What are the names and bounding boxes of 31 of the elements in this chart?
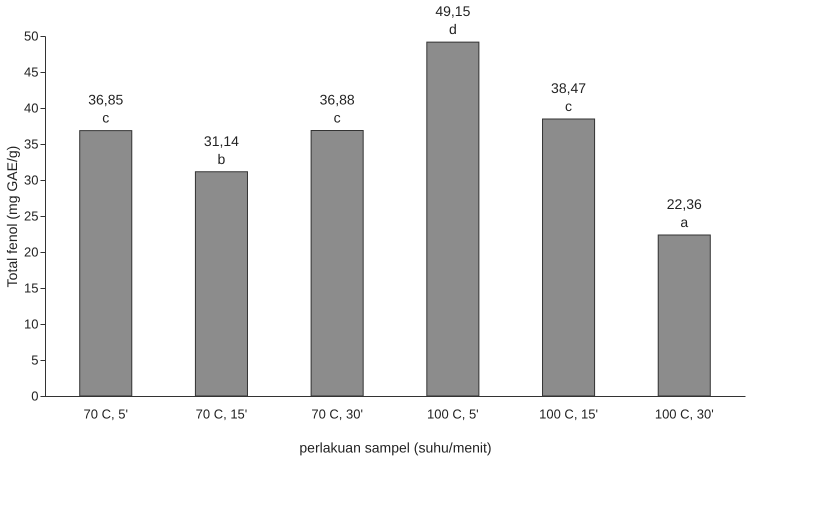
annotation: c bbox=[334, 109, 341, 126]
x-tick-label: 100 C, 30' bbox=[654, 406, 714, 422]
x-tick-label: 100 C, 15' bbox=[539, 406, 598, 422]
y-tick-label: 35 bbox=[24, 136, 38, 152]
y-tick-label: 15 bbox=[24, 280, 38, 296]
y-tick-label: 45 bbox=[24, 64, 38, 80]
y-tick-label: 30 bbox=[24, 172, 38, 188]
x-axis-title: perlakuan sampel (suhu/menit) bbox=[299, 440, 492, 456]
data-label: 22,36 bbox=[666, 196, 702, 212]
y-tick-label: 50 bbox=[24, 28, 38, 44]
x-tick-label: 70 C, 30' bbox=[311, 406, 363, 422]
data-label: 36,88 bbox=[320, 91, 355, 108]
data-label: 49,15 bbox=[435, 3, 471, 20]
y-tick-label: 40 bbox=[24, 100, 38, 116]
data-label: 36,85 bbox=[88, 92, 124, 108]
annotation: c bbox=[102, 110, 110, 126]
data-label: 38,47 bbox=[551, 80, 586, 96]
y-axis-title: Total fenol (mg GAE/g) bbox=[4, 146, 20, 288]
x-tick-label: 100 C, 5' bbox=[427, 406, 479, 422]
y-tick-label: 25 bbox=[24, 208, 38, 224]
annotation: d bbox=[448, 21, 457, 38]
data-label: 31,14 bbox=[204, 132, 240, 149]
y-tick-label: 0 bbox=[31, 388, 38, 404]
x-tick-label: 70 C, 15' bbox=[196, 406, 248, 422]
y-tick-label: 5 bbox=[31, 352, 38, 368]
x-tick-label: 70 C, 5' bbox=[84, 406, 128, 422]
annotation: c bbox=[565, 98, 572, 114]
annotation: a bbox=[680, 214, 688, 230]
annotation: b bbox=[218, 150, 226, 167]
y-tick-label: 10 bbox=[24, 316, 38, 332]
y-tick-label: 20 bbox=[24, 244, 38, 260]
